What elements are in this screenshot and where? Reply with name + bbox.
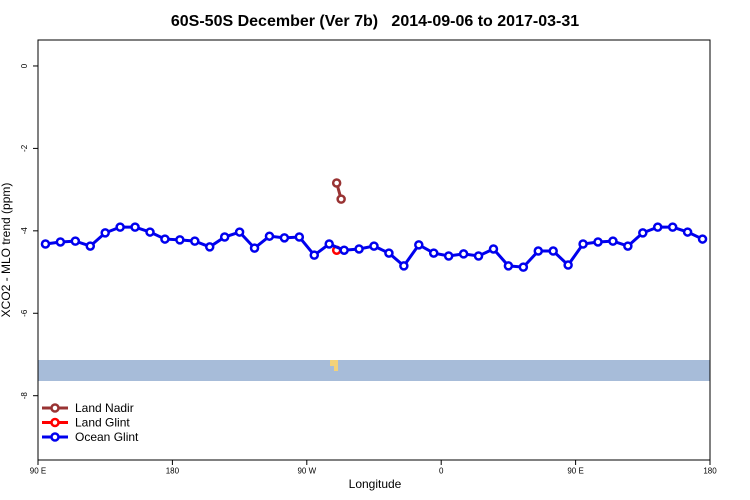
point bbox=[623, 241, 633, 251]
point bbox=[175, 235, 185, 245]
point bbox=[249, 243, 260, 253]
point bbox=[608, 236, 618, 246]
point bbox=[115, 222, 125, 232]
plot-frame bbox=[37, 39, 711, 461]
point bbox=[160, 234, 170, 244]
y-tick-label: -4 bbox=[20, 227, 29, 235]
point bbox=[443, 251, 454, 261]
point bbox=[667, 222, 678, 232]
point bbox=[578, 239, 588, 249]
point bbox=[458, 249, 469, 259]
legend-marker bbox=[50, 417, 60, 428]
chart-title: 60S-50S December (Ver 7b) 2014-09-06 to … bbox=[171, 13, 579, 30]
point bbox=[219, 232, 230, 242]
point bbox=[428, 248, 439, 258]
legend-marker bbox=[50, 403, 60, 413]
x-tick-label: 90 W bbox=[297, 467, 316, 476]
point bbox=[488, 244, 499, 254]
point bbox=[40, 239, 51, 249]
x-axis-label: Longitude bbox=[349, 477, 402, 491]
point bbox=[503, 261, 514, 271]
point bbox=[697, 234, 708, 244]
point bbox=[652, 222, 663, 232]
point bbox=[354, 244, 364, 254]
point bbox=[85, 241, 96, 251]
point bbox=[399, 261, 409, 271]
point bbox=[309, 250, 320, 260]
land-patch bbox=[334, 366, 338, 371]
legend-marker bbox=[50, 432, 60, 442]
x-tick-label: 90 E bbox=[567, 467, 583, 476]
legend-label: Land Nadir bbox=[75, 401, 134, 415]
point bbox=[473, 251, 484, 261]
y-tick-label: -8 bbox=[20, 392, 29, 400]
point bbox=[339, 245, 349, 255]
y-tick-label: -2 bbox=[20, 144, 29, 152]
point bbox=[190, 236, 200, 246]
y-axis-label: XCO2 - MLO trend (ppm) bbox=[0, 183, 13, 318]
point bbox=[369, 241, 379, 251]
point bbox=[294, 232, 305, 242]
point bbox=[518, 262, 529, 272]
point bbox=[331, 178, 342, 188]
point bbox=[638, 228, 648, 238]
point bbox=[336, 194, 346, 204]
point bbox=[563, 260, 573, 270]
x-tick-label: 0 bbox=[439, 467, 444, 476]
point bbox=[55, 237, 66, 247]
point bbox=[204, 242, 215, 252]
point bbox=[548, 246, 558, 256]
point bbox=[234, 227, 245, 237]
point bbox=[70, 236, 81, 246]
x-tick-label: 90 E bbox=[30, 467, 46, 476]
legend-label: Ocean Glint bbox=[75, 430, 139, 444]
legend-label: Land Glint bbox=[75, 416, 130, 430]
point bbox=[324, 239, 334, 249]
x-tick-label: 180 bbox=[166, 467, 180, 476]
point bbox=[145, 227, 155, 237]
point bbox=[682, 227, 693, 237]
y-tick-label: -6 bbox=[20, 309, 29, 317]
x-tick-label: 180 bbox=[703, 467, 717, 476]
point bbox=[264, 231, 275, 241]
point bbox=[279, 233, 290, 243]
point bbox=[384, 248, 394, 258]
point bbox=[100, 228, 110, 238]
point bbox=[130, 222, 140, 232]
point bbox=[533, 246, 544, 256]
land-patch bbox=[330, 360, 338, 366]
map-strip bbox=[38, 360, 710, 381]
y-tick-label: 0 bbox=[20, 63, 29, 68]
point bbox=[593, 237, 603, 247]
point bbox=[414, 240, 424, 250]
